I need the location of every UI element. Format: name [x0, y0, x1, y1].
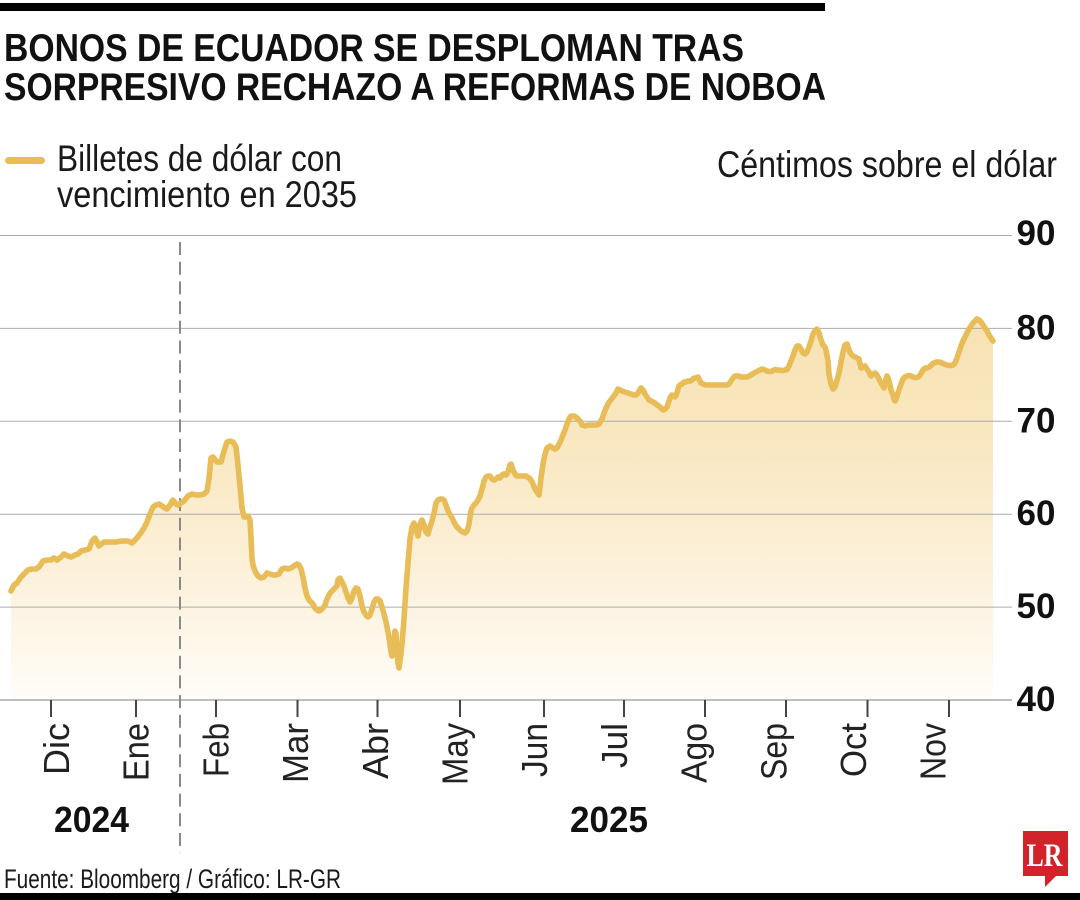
svg-text:Sep: Sep: [753, 723, 794, 780]
svg-text:90: 90: [1017, 214, 1056, 253]
svg-text:60: 60: [1017, 494, 1056, 533]
svg-text:50: 50: [1017, 587, 1056, 626]
svg-text:40: 40: [1017, 680, 1056, 719]
svg-text:May: May: [435, 723, 476, 785]
svg-text:Ene: Ene: [116, 723, 157, 781]
svg-text:Dic: Dic: [36, 723, 77, 775]
svg-text:70: 70: [1017, 401, 1056, 440]
svg-text:Nov: Nov: [913, 723, 954, 780]
svg-text:Fuente: Bloomberg / Gráfico: L: Fuente: Bloomberg / Gráfico: LR-GR: [4, 864, 341, 894]
svg-text:Jun: Jun: [514, 723, 555, 777]
svg-text:SORPRESIVO RECHAZO A REFORMAS: SORPRESIVO RECHAZO A REFORMAS DE NOBOA: [4, 66, 826, 109]
svg-text:Céntimos sobre el dólar: Céntimos sobre el dólar: [717, 144, 1057, 185]
svg-text:vencimiento en 2035: vencimiento en 2035: [57, 174, 357, 215]
svg-text:Abr: Abr: [355, 723, 396, 779]
svg-text:Jul: Jul: [594, 723, 635, 768]
svg-text:80: 80: [1017, 308, 1056, 347]
svg-text:Oct: Oct: [833, 723, 874, 777]
svg-text:Ago: Ago: [674, 723, 715, 783]
svg-text:BONOS DE ECUADOR SE DESPLOMAN: BONOS DE ECUADOR SE DESPLOMAN TRAS: [4, 27, 744, 70]
svg-text:LR: LR: [1027, 838, 1064, 874]
svg-text:Mar: Mar: [275, 723, 316, 783]
svg-text:2024: 2024: [54, 799, 129, 840]
svg-text:2025: 2025: [570, 799, 648, 840]
svg-text:Feb: Feb: [195, 723, 236, 777]
svg-text:Billetes de dólar con: Billetes de dólar con: [57, 138, 342, 179]
